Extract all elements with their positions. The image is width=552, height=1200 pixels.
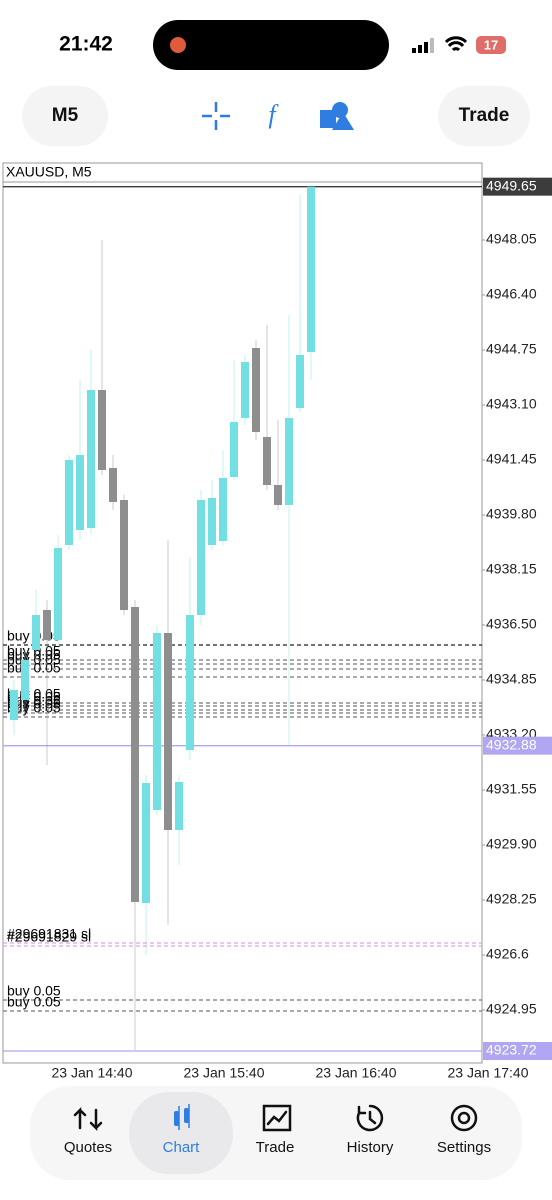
clock: 21:42 [59,33,113,56]
dynamic-island [153,20,389,70]
signal-icon [412,38,434,53]
candle-body [241,362,249,418]
order-label: buy 0.05 [7,696,61,712]
price-marker-label: 4932.88 [486,736,537,752]
price-tick-label: 4943.10 [486,396,537,412]
candle-body [98,390,106,470]
order-label: #29691829 sl [7,929,91,945]
candle-body [307,186,315,352]
price-tick-label: 4929.90 [486,836,537,852]
tab-icon [356,1104,384,1132]
order-label: buy 0.05 [7,686,61,702]
candle-body [87,390,95,528]
order-label: buy 0.05 [7,643,61,659]
chart-icon [184,1108,189,1123]
price-tick-label: 4939.80 [486,506,537,522]
candle-body [142,783,150,903]
candle-body [263,437,271,485]
order-label: buy 0.05 [7,652,61,668]
active-tab-pill [129,1092,233,1174]
price-tick-label: 4924.95 [486,1001,537,1017]
candle-body [153,633,161,810]
candle-body [285,418,293,505]
price-marker-label: 4923.72 [486,1042,537,1058]
candle-body [65,460,73,545]
order-label: buy 0.05 [7,660,61,676]
crosshair-button[interactable] [202,102,230,130]
tab-label[interactable]: History [347,1139,394,1156]
candle-body [109,468,117,502]
order-label: buy 0.05 [7,693,61,709]
tab-items: Quotes Chart Trade History Settings [64,1092,491,1174]
candle-body [43,610,51,640]
candle-body [252,348,260,432]
candle-body [296,355,304,408]
price-marker-label: 4949.65 [486,177,537,193]
candle-body [32,615,40,650]
tab-icon [73,1106,103,1132]
tab-label[interactable]: Trade [256,1139,295,1156]
candle-body [54,548,62,640]
price-marker-box [483,736,552,755]
tab-bar [30,1086,522,1180]
candle-body [186,615,194,750]
order-label: buy 0.05 [7,994,61,1010]
battery [476,36,506,54]
price-tick-label: 4938.15 [486,561,537,577]
chart-plot: 4948.05 4946.40 4944.75 4943.10 4941.45 4939.… [3,177,552,1081]
order-label: buy 0.05 [7,647,61,663]
tab-label[interactable]: Settings [437,1139,491,1156]
chart-icon [178,1104,190,1130]
trade-button-label: Trade [459,105,510,126]
timeframe-label: M5 [52,105,79,126]
time-tick-label: 23 Jan 17:40 [448,1065,529,1081]
tab-label[interactable]: Quotes [64,1139,112,1156]
time-tick-label: 23 Jan 15:40 [184,1065,265,1081]
tab-label[interactable]: Chart [163,1139,201,1156]
price-marker-box [483,177,552,196]
candle-body [10,690,18,720]
price-tick-label: 4926.6 [486,946,529,962]
tab-icon [262,1104,292,1132]
recording-dot [170,37,186,53]
order-label: buy 0.05 [7,700,61,716]
time-tick-label: 23 Jan 16:40 [316,1065,397,1081]
battery-level: 17 [484,37,498,52]
indicators-button[interactable]: f [268,100,279,129]
candle-body [219,478,227,541]
price-tick-label: 4931.55 [486,781,537,797]
candle-body [21,660,29,700]
chart-frame [2,162,483,1064]
candle-body [274,485,282,505]
objects-button[interactable] [320,102,354,130]
price-tick-label: 4941.45 [486,451,537,467]
candle-body [230,422,238,477]
price-marker-box [483,1042,552,1060]
candle-body [120,500,128,610]
symbol-label: XAUUSD, M5 [6,164,92,180]
order-label: #29691831 sl [7,926,91,942]
timeframe-button[interactable] [22,86,108,146]
time-tick-label: 23 Jan 14:40 [52,1065,133,1081]
candle-body [208,498,216,545]
price-tick-label: 4946.40 [486,286,537,302]
price-tick-label: 4934.85 [486,671,537,687]
candle-body [175,782,183,830]
price-tick-label: 4948.05 [486,231,537,247]
wifi-icon [444,36,468,52]
candle-body [197,500,205,615]
price-tick-label: 4928.25 [486,891,537,907]
chart-icon [174,1111,179,1126]
price-tick-label: 4936.50 [486,616,537,632]
candle-body [164,633,172,830]
tab-icon [450,1104,478,1132]
order-label: buy 0.05 [7,983,61,999]
price-tick-label: 4944.75 [486,341,537,357]
candle-body [131,607,139,902]
trade-button[interactable] [438,86,530,146]
order-label: buy 0.05 [7,689,61,705]
candle-body [76,455,84,530]
